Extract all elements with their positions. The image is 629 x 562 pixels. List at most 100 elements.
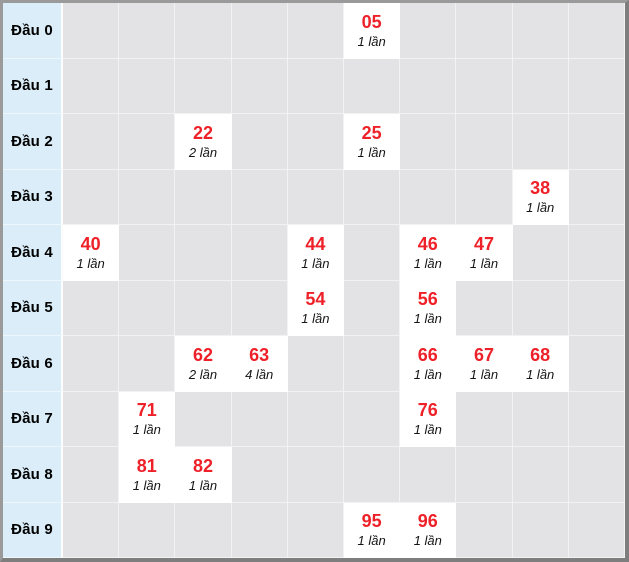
lottery-number: 22 (192, 122, 213, 143)
lottery-number: 05 (361, 11, 382, 32)
lottery-number: 44 (305, 233, 326, 254)
empty-cell (63, 114, 120, 170)
empty-cell (512, 225, 569, 281)
empty-cell (568, 447, 625, 503)
lottery-number: 96 (417, 511, 438, 532)
occurrence-count: 1 lần (76, 255, 105, 271)
empty-cell (512, 391, 569, 447)
empty-cell (344, 225, 401, 281)
empty-cell (512, 58, 569, 114)
occurrence-count: 2 lần (188, 366, 218, 382)
occurrence-count: 1 lần (132, 422, 161, 438)
occurrence-count: 1 lần (301, 311, 330, 327)
empty-cell (175, 3, 232, 59)
empty-cell (63, 280, 120, 336)
lottery-number: 54 (305, 289, 326, 310)
empty-cell (400, 447, 457, 503)
empty-cell (456, 391, 513, 447)
empty-cell (175, 280, 232, 336)
empty-cell (287, 336, 344, 392)
empty-cell (119, 502, 176, 558)
number-cell-44: 44 1 lần (287, 225, 344, 281)
row-label-dau-1: Đầu 1 (3, 58, 63, 114)
number-cell-05: 05 1 lần (344, 3, 401, 59)
empty-cell (287, 3, 344, 59)
number-cell-67: 67 1 lần (456, 336, 513, 392)
number-cell-22: 22 2 lần (175, 114, 232, 170)
empty-cell (400, 3, 457, 59)
row-label-dau-7: Đầu 7 (3, 391, 63, 447)
empty-cell (287, 114, 344, 170)
occurrence-count: 1 lần (469, 366, 499, 382)
empty-cell (568, 502, 625, 558)
empty-cell (231, 280, 288, 336)
empty-cell (63, 58, 120, 114)
empty-cell (568, 114, 625, 170)
empty-cell (175, 225, 232, 281)
occurrence-count: 1 lần (413, 533, 442, 549)
empty-cell (119, 58, 176, 114)
occurrence-count: 1 lần (301, 255, 330, 271)
empty-cell (568, 336, 625, 392)
occurrence-count: 1 lần (413, 422, 442, 438)
lottery-number: 76 (417, 400, 438, 421)
empty-cell (231, 169, 288, 225)
row-label-dau-3: Đầu 3 (3, 169, 63, 225)
occurrence-count: 4 lần (245, 366, 274, 382)
lottery-number: 46 (417, 233, 438, 254)
empty-cell (400, 58, 457, 114)
lottery-number: 38 (530, 178, 551, 199)
occurrence-count: 1 lần (413, 311, 442, 327)
number-cell-71: 71 1 lần (119, 391, 176, 447)
occurrence-count: 1 lần (188, 477, 218, 493)
occurrence-count: 1 lần (413, 366, 442, 382)
row-label-dau-6: Đầu 6 (3, 336, 63, 392)
empty-cell (119, 280, 176, 336)
empty-cell (231, 3, 288, 59)
empty-cell (63, 169, 120, 225)
empty-cell (175, 502, 232, 558)
row-label-dau-9: Đầu 9 (3, 502, 63, 558)
empty-cell (287, 391, 344, 447)
empty-cell (63, 3, 120, 59)
empty-cell (287, 169, 344, 225)
row-label-dau-4: Đầu 4 (3, 225, 63, 281)
number-cell-54: 54 1 lần (287, 280, 344, 336)
occurrence-count: 1 lần (357, 33, 386, 49)
empty-cell (231, 114, 288, 170)
number-cell-95: 95 1 lần (344, 502, 401, 558)
empty-cell (119, 114, 176, 170)
number-cell-76: 76 1 lần (400, 391, 457, 447)
empty-cell (344, 336, 401, 392)
empty-cell (63, 447, 120, 503)
empty-cell (231, 225, 288, 281)
number-cell-38: 38 1 lần (512, 169, 569, 225)
row-label-dau-2: Đầu 2 (3, 114, 63, 170)
occurrence-count: 1 lần (413, 255, 442, 271)
occurrence-count: 1 lần (132, 477, 161, 493)
occurrence-count: 2 lần (188, 144, 218, 160)
empty-cell (344, 169, 401, 225)
lottery-number: 67 (473, 344, 494, 365)
lottery-number: 95 (361, 511, 382, 532)
lottery-number: 66 (417, 344, 438, 365)
empty-cell (175, 169, 232, 225)
occurrence-count: 1 lần (469, 255, 499, 271)
empty-cell (63, 391, 120, 447)
number-cell-63: 63 4 lần (231, 336, 288, 392)
number-cell-66: 66 1 lần (400, 336, 457, 392)
empty-cell (568, 225, 625, 281)
occurrence-count: 1 lần (526, 366, 555, 382)
empty-cell (512, 447, 569, 503)
empty-cell (456, 280, 513, 336)
empty-cell (568, 58, 625, 114)
number-cell-81: 81 1 lần (119, 447, 176, 503)
row-label-dau-0: Đầu 0 (3, 3, 63, 59)
empty-cell (63, 502, 120, 558)
occurrence-count: 1 lần (526, 200, 555, 216)
number-cell-82: 82 1 lần (175, 447, 232, 503)
empty-cell (344, 280, 401, 336)
empty-cell (400, 169, 457, 225)
empty-cell (175, 58, 232, 114)
